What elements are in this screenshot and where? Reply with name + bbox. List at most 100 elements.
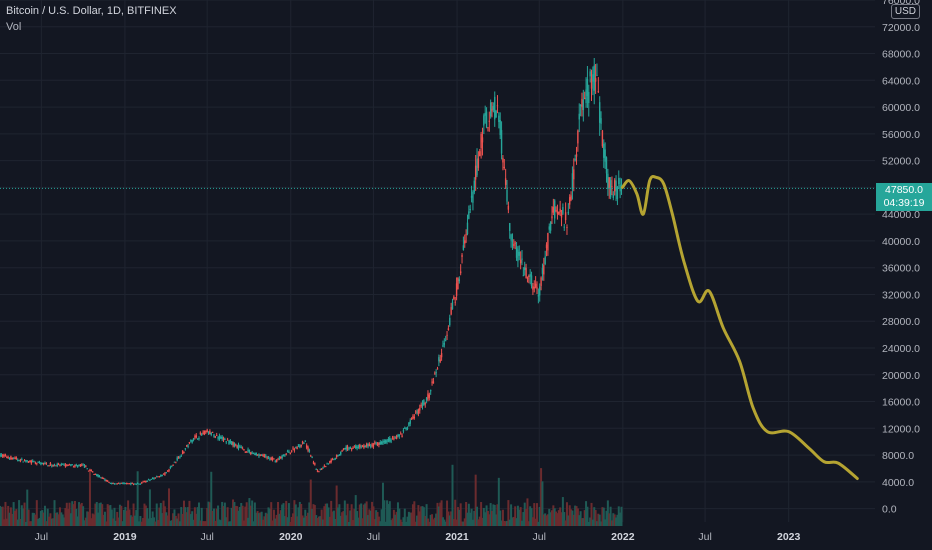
volume-bar — [215, 508, 218, 526]
candle-body — [616, 187, 619, 200]
candle-body — [545, 244, 548, 249]
candle-body — [250, 452, 252, 455]
volume-bar — [176, 518, 179, 526]
candle-body — [74, 464, 76, 467]
volume-bar — [139, 516, 142, 526]
candle-body — [428, 394, 431, 398]
candle-body — [176, 457, 178, 461]
x-tick-label: 2020 — [279, 531, 303, 543]
volume-bar — [595, 521, 598, 526]
candle-body — [312, 462, 315, 464]
volume-bar — [271, 520, 274, 526]
volume-bar — [515, 518, 518, 526]
volume-bar — [564, 520, 567, 526]
volume-bar — [526, 498, 529, 526]
time-axis[interactable]: Jul 2019 Jul 2020 Jul 2021 Jul 2022 Jul 2023 — [35, 531, 801, 543]
candle-body — [483, 115, 485, 126]
bar-countdown: 04:39:19 — [883, 197, 925, 209]
candle-body — [198, 438, 200, 440]
volume-bar — [500, 520, 503, 526]
volume-bar — [602, 507, 605, 526]
volume-bar — [127, 500, 130, 526]
volume-bar — [411, 504, 414, 526]
candle-body — [515, 247, 518, 258]
candle-body — [450, 307, 452, 315]
volume-bar — [538, 506, 541, 526]
volume-bar — [496, 504, 499, 526]
candle-body — [22, 461, 24, 463]
symbol-title[interactable]: Bitcoin / U.S. Dollar, 1D, BITFINEX — [6, 5, 177, 17]
candle-body — [395, 435, 398, 439]
candle-body — [241, 448, 244, 450]
candle-body — [517, 249, 519, 262]
volume-bar — [319, 516, 322, 526]
candle-body — [470, 195, 473, 198]
candle-body — [405, 428, 407, 430]
candle-body — [413, 416, 416, 419]
candle-body — [492, 106, 495, 110]
volume-bar — [210, 471, 213, 526]
candle-body — [6, 457, 8, 459]
volume-bar — [45, 521, 48, 526]
volume-bar — [388, 501, 391, 526]
volume-bar — [350, 504, 353, 526]
candle-body — [464, 240, 466, 244]
volume-bar — [255, 512, 258, 526]
candle-body — [530, 275, 533, 287]
candle-body — [273, 458, 275, 460]
volume-bar — [331, 511, 334, 526]
volume-bar — [572, 514, 575, 526]
volume-bar — [326, 503, 329, 526]
volume-bar — [26, 489, 29, 526]
candle-body — [537, 295, 540, 297]
candle-body — [188, 441, 191, 444]
volume-indicator-label[interactable]: Vol — [6, 21, 22, 33]
price-axis[interactable]: 0.0 4000.0 8000.0 12000.0 16000.0 20000.0 2400… — [882, 0, 920, 516]
candle-body — [600, 118, 602, 124]
candle-body — [406, 427, 409, 429]
volume-bar — [78, 502, 81, 526]
volume-bar — [571, 510, 574, 526]
candle-body — [458, 279, 461, 282]
currency-badge[interactable]: USD — [890, 4, 920, 19]
volume-bar — [478, 516, 481, 526]
candle-body — [361, 445, 364, 447]
candle-body — [245, 451, 248, 453]
candle-body — [186, 445, 188, 447]
volume-bar — [429, 514, 432, 526]
volume-bar — [508, 519, 511, 526]
volume-bar — [334, 518, 337, 526]
volume-bar — [38, 517, 41, 526]
volume-bar — [73, 500, 76, 526]
volume-bar — [507, 500, 510, 526]
candle-body — [444, 340, 447, 342]
candle-body — [552, 207, 555, 213]
candle-body — [48, 465, 50, 467]
volume-bar — [504, 521, 507, 526]
volume-bar — [54, 512, 57, 526]
volume-bar — [185, 512, 188, 526]
volume-bar — [1, 506, 4, 526]
volume-bar — [471, 519, 474, 526]
volume-bar — [191, 511, 194, 526]
candle-body — [333, 459, 335, 461]
candle-body — [183, 451, 185, 453]
volume-bar — [338, 504, 341, 526]
volume-bar — [105, 521, 108, 526]
candle-body — [158, 476, 161, 478]
volume-bar — [601, 507, 604, 526]
volume-bar — [217, 505, 220, 526]
volume-bar — [159, 503, 162, 526]
volume-bar — [512, 516, 515, 526]
candle-body — [70, 464, 72, 467]
volume-bar — [245, 502, 248, 526]
volume-bar — [413, 501, 416, 526]
candle-body — [487, 127, 489, 129]
candle-body — [436, 368, 439, 370]
candle-body — [459, 271, 462, 274]
candle-body — [393, 438, 395, 440]
candle-body — [357, 446, 360, 448]
candle-body — [562, 207, 564, 214]
